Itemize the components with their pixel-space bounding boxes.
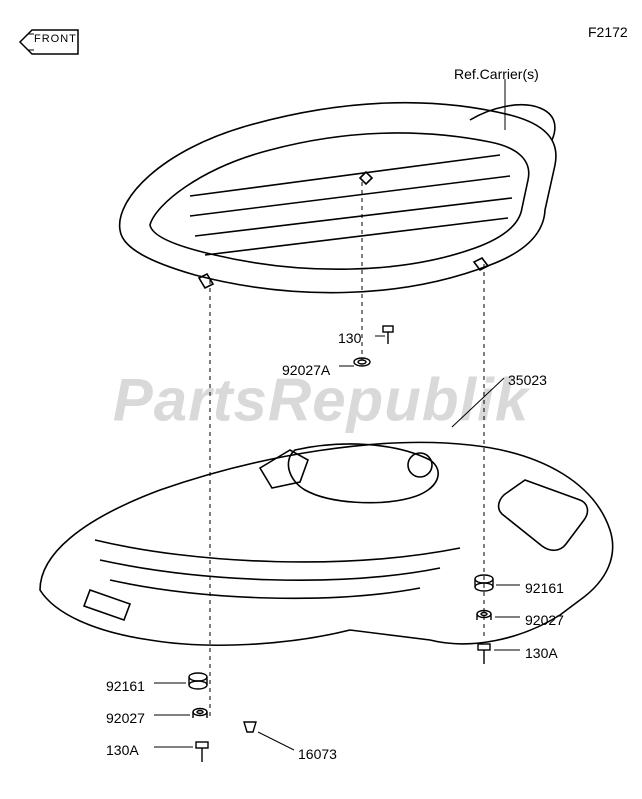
callout-130A-right: 130A [525,645,558,661]
page-code: F2172 [588,24,628,40]
bolt-130 [383,326,393,344]
callout-ref-carrier: Ref.Carrier(s) [454,66,539,82]
leader-lines [154,79,520,750]
callout-92027-right: 92027 [525,612,564,628]
damper-92161-left [189,673,207,689]
diagram-stage: PartsRepublik [0,0,642,799]
insulator-16073 [244,722,256,732]
carrier-rack [120,103,556,293]
callout-92161-left: 92161 [106,678,145,694]
callout-92027-left: 92027 [106,710,145,726]
callout-35023: 35023 [508,372,547,388]
collar-92027-left [193,709,207,719]
diagram-svg [0,0,642,799]
callout-92027A: 92027A [282,362,330,378]
callout-130: 130 [338,330,361,346]
bolt-130A-left [196,742,208,762]
front-label: FRONT [34,33,77,45]
callout-130A-left: 130A [106,742,139,758]
fasteners [189,326,493,762]
callout-16073: 16073 [298,746,337,762]
callout-92161-right: 92161 [525,580,564,596]
bolt-130A-right [478,644,490,664]
